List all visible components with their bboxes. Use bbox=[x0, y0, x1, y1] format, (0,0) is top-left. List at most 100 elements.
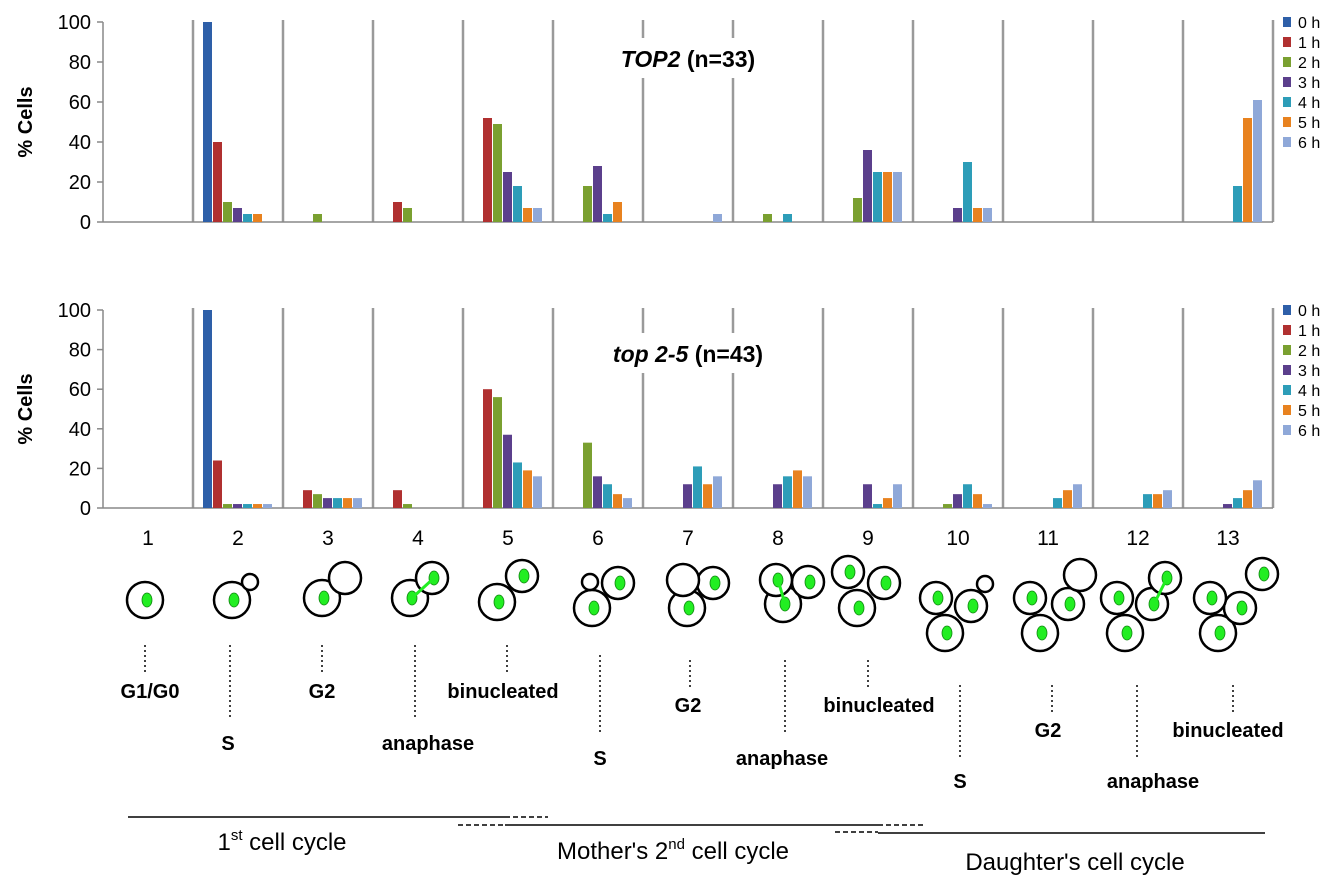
stage-label: G1/G0 bbox=[121, 681, 180, 703]
x-tick-label: 12 bbox=[1126, 527, 1149, 550]
bar bbox=[1253, 100, 1262, 222]
bar bbox=[483, 118, 492, 222]
bar bbox=[613, 494, 622, 508]
bar bbox=[983, 504, 992, 508]
legend-swatch bbox=[1283, 305, 1291, 315]
nucleus bbox=[1207, 591, 1217, 605]
stage-label: G2 bbox=[675, 695, 702, 717]
legend-label: 0 h bbox=[1298, 15, 1320, 32]
x-tick-label: 9 bbox=[862, 527, 874, 550]
bar bbox=[603, 484, 612, 508]
y-tick-label: 40 bbox=[69, 419, 91, 441]
legend-label: 3 h bbox=[1298, 75, 1320, 92]
y-tick-label: 60 bbox=[69, 379, 91, 401]
legend-swatch bbox=[1283, 365, 1291, 375]
cycle-label-superscript: st bbox=[231, 827, 244, 844]
bar bbox=[973, 208, 982, 222]
nucleus bbox=[1237, 601, 1247, 615]
nucleus bbox=[494, 595, 504, 609]
chart-title: top 2-5 (n=43) bbox=[613, 341, 763, 367]
bar bbox=[1073, 484, 1082, 508]
cell bbox=[1064, 559, 1096, 591]
bar bbox=[883, 172, 892, 222]
y-axis-label: % Cells bbox=[15, 86, 37, 157]
bar bbox=[513, 186, 522, 222]
y-tick-label: 40 bbox=[69, 132, 91, 154]
nucleus bbox=[881, 576, 891, 590]
bar bbox=[983, 208, 992, 222]
bar bbox=[493, 124, 502, 222]
x-tick-label: 4 bbox=[412, 527, 424, 550]
x-tick-label: 5 bbox=[502, 527, 514, 550]
bar bbox=[403, 504, 412, 508]
bar bbox=[333, 498, 342, 508]
bar bbox=[873, 504, 882, 508]
legend-swatch bbox=[1283, 37, 1291, 47]
bar bbox=[763, 214, 772, 222]
bar bbox=[313, 214, 322, 222]
bar bbox=[233, 504, 242, 508]
y-tick-label: 20 bbox=[69, 172, 91, 194]
bar bbox=[1223, 504, 1232, 508]
legend-label: 6 h bbox=[1298, 135, 1320, 152]
bar bbox=[703, 484, 712, 508]
bar bbox=[253, 214, 262, 222]
bar bbox=[493, 397, 502, 508]
cycle-label-part: Mother's 2 bbox=[557, 838, 668, 865]
bar bbox=[693, 466, 702, 508]
bar bbox=[583, 186, 592, 222]
y-tick-label: 100 bbox=[58, 12, 91, 34]
bar bbox=[323, 498, 332, 508]
legend-swatch bbox=[1283, 405, 1291, 415]
x-tick-label: 2 bbox=[232, 527, 244, 550]
bar bbox=[963, 162, 972, 222]
x-tick-label: 11 bbox=[1037, 527, 1059, 550]
nucleus bbox=[1037, 626, 1047, 640]
bar bbox=[1243, 490, 1252, 508]
legend-swatch bbox=[1283, 117, 1291, 127]
bar bbox=[973, 494, 982, 508]
bar bbox=[803, 476, 812, 508]
nucleus bbox=[1027, 591, 1037, 605]
bar bbox=[213, 142, 222, 222]
bar bbox=[863, 150, 872, 222]
y-tick-label: 20 bbox=[69, 458, 91, 480]
title-count: (n=43) bbox=[695, 341, 763, 367]
bar bbox=[223, 504, 232, 508]
legend-label: 3 h bbox=[1298, 363, 1320, 380]
nucleus bbox=[319, 591, 329, 605]
nucleus bbox=[519, 569, 529, 583]
legend-swatch bbox=[1283, 137, 1291, 147]
bar bbox=[863, 484, 872, 508]
bar bbox=[503, 435, 512, 508]
bar bbox=[523, 208, 532, 222]
bar bbox=[943, 504, 952, 508]
x-tick-label: 7 bbox=[682, 527, 694, 550]
bar bbox=[213, 460, 222, 508]
nucleus bbox=[684, 601, 694, 615]
bar bbox=[313, 494, 322, 508]
cycle-label: 1st cell cycle bbox=[217, 827, 346, 856]
bar bbox=[953, 494, 962, 508]
stage-label: binucleated bbox=[447, 681, 558, 703]
bar bbox=[263, 504, 272, 508]
bar bbox=[533, 476, 542, 508]
cycle-label-part: 1 bbox=[217, 829, 230, 856]
stage-label: anaphase bbox=[736, 748, 828, 770]
legend-label: 2 h bbox=[1298, 343, 1320, 360]
bar bbox=[1243, 118, 1252, 222]
cycle-label-superscript: nd bbox=[668, 836, 685, 853]
bar bbox=[513, 462, 522, 508]
bar bbox=[1233, 186, 1242, 222]
x-tick-label: 13 bbox=[1216, 527, 1239, 550]
bar bbox=[883, 498, 892, 508]
title-gene: TOP2 bbox=[621, 46, 681, 72]
x-tick-label: 3 bbox=[322, 527, 334, 550]
bar bbox=[1053, 498, 1062, 508]
nucleus bbox=[710, 576, 720, 590]
legend-swatch bbox=[1283, 97, 1291, 107]
bar bbox=[783, 214, 792, 222]
bar bbox=[1063, 490, 1072, 508]
cell bbox=[242, 574, 258, 590]
legend-label: 1 h bbox=[1298, 35, 1320, 52]
